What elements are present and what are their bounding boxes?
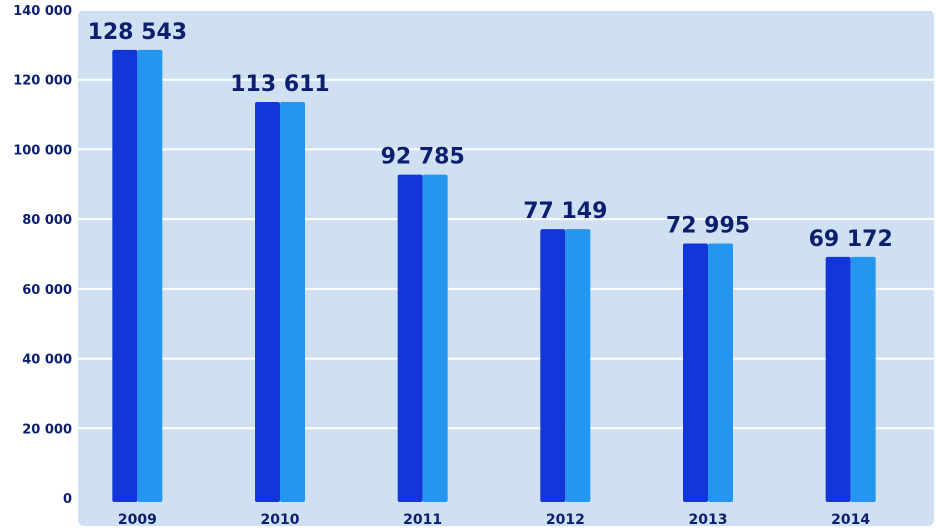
data-labels: 128 543 113 611 92 785 77 149 72 995 69 172 <box>88 20 893 252</box>
y-tick-label: 100 000 <box>13 143 72 158</box>
bar-left-face <box>112 49 138 503</box>
x-tick-label: 2011 <box>403 512 442 526</box>
bar-left-face <box>397 174 423 502</box>
bar-right-face <box>280 101 305 503</box>
plot-area <box>78 10 934 526</box>
bar <box>112 49 163 503</box>
x-tick-label: 2014 <box>831 512 870 526</box>
data-label: 128 543 <box>88 20 188 45</box>
bar <box>683 243 733 502</box>
x-tick-label: 2013 <box>689 512 728 526</box>
x-tick-label: 2010 <box>261 512 300 526</box>
bar-right-face <box>708 243 733 502</box>
y-tick-label: 140 000 <box>13 4 72 19</box>
x-tick-label: 2012 <box>546 512 585 526</box>
bar-left-face <box>683 243 708 502</box>
bar <box>825 256 876 502</box>
bar-right-face <box>422 174 448 502</box>
data-label: 69 172 <box>809 227 893 252</box>
bar <box>255 101 305 503</box>
y-tick-label: 60 000 <box>22 283 72 298</box>
bar-left-face <box>825 256 851 502</box>
bar-right-face <box>850 256 876 502</box>
bar-left-face <box>255 101 280 503</box>
bar <box>397 174 448 502</box>
bar-right-face <box>137 49 163 503</box>
bar <box>540 229 591 502</box>
y-tick-label: 40 000 <box>22 353 72 368</box>
data-label: 113 611 <box>230 72 330 97</box>
y-tick-label: 0 <box>63 492 72 507</box>
data-label: 92 785 <box>381 145 465 170</box>
y-tick-label: 80 000 <box>22 213 72 228</box>
y-tick-label: 120 000 <box>13 74 72 89</box>
x-axis-ticks: 2009 2010 2011 2012 2013 2014 <box>118 512 871 528</box>
data-label: 77 149 <box>523 199 607 224</box>
bars <box>112 49 876 503</box>
y-tick-label: 20 000 <box>22 422 72 437</box>
bar-right-face <box>565 229 591 502</box>
y-axis-ticks: 0 20 000 40 000 60 000 80 000 100 000 120 000 1… <box>13 4 72 507</box>
gridlines <box>78 9 934 430</box>
data-label: 72 995 <box>666 214 750 239</box>
x-tick-label: 2009 <box>118 512 157 526</box>
bar-left-face <box>540 229 566 502</box>
